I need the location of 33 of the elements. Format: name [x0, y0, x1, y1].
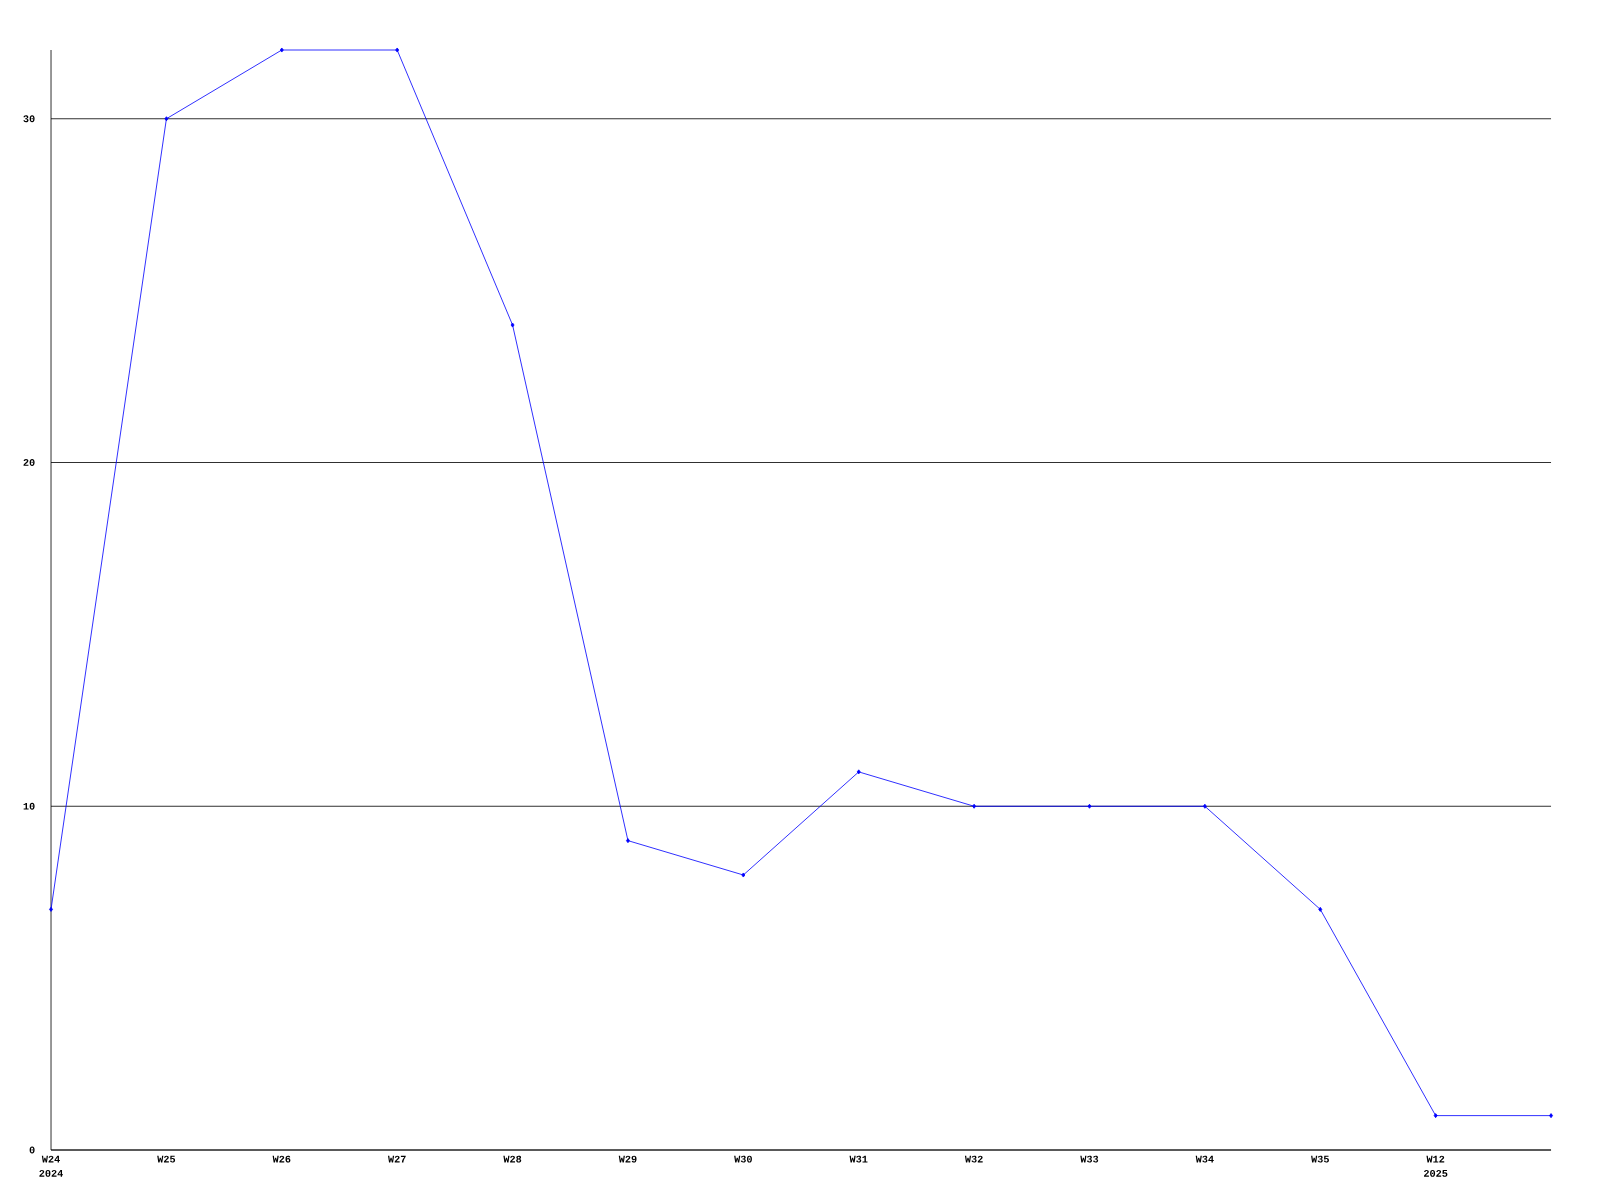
x-tick-label: W34: [1195, 1155, 1214, 1163]
y-tick-label: 0: [29, 1146, 35, 1154]
point: [626, 838, 630, 844]
point: [856, 769, 861, 775]
point: [510, 322, 515, 328]
x-tick-label: W35: [1311, 1155, 1329, 1163]
x-tick-label: W32: [964, 1155, 983, 1163]
text: 2024: [39, 1169, 63, 1177]
point: [1202, 803, 1207, 809]
point: [972, 803, 977, 809]
point: [164, 116, 169, 122]
x-tick-label: W29: [618, 1155, 637, 1163]
point: [1087, 803, 1092, 809]
y-tick-label: 20: [23, 459, 35, 466]
point: [1433, 1113, 1438, 1119]
point: [49, 906, 53, 912]
point: [1318, 906, 1323, 912]
x-tick-label: W25: [157, 1155, 176, 1163]
x-tick-label: W24: [41, 1155, 60, 1163]
y-tick-label: 30: [23, 115, 35, 123]
text: 2025: [1424, 1169, 1448, 1177]
x-tick-label: W26: [272, 1155, 291, 1163]
x-tick-label: W12: [1426, 1155, 1445, 1163]
x-tick-label: W27: [388, 1155, 406, 1163]
point: [1549, 1113, 1553, 1119]
x-tick-label: W31: [849, 1155, 868, 1163]
x-tick-label: W30: [734, 1155, 752, 1163]
point: [279, 47, 284, 53]
x-tick-label: W28: [503, 1155, 522, 1163]
x-tick-label: W33: [1080, 1155, 1099, 1163]
y-tick-label: 10: [23, 802, 35, 810]
point: [395, 47, 400, 53]
point: [741, 872, 746, 878]
